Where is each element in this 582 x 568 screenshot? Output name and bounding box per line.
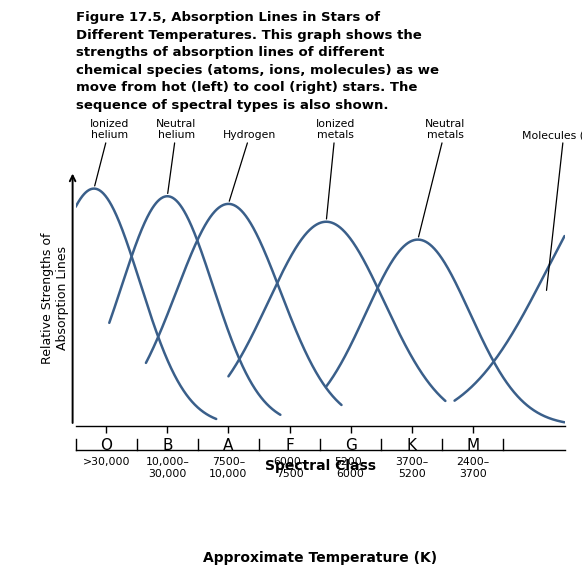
Y-axis label: Relative Strengths of
Absorption Lines: Relative Strengths of Absorption Lines <box>41 232 69 364</box>
Text: 5200–
6000: 5200– 6000 <box>334 457 367 479</box>
Text: >30,000: >30,000 <box>83 457 130 467</box>
Text: 3700–
5200: 3700– 5200 <box>395 457 428 479</box>
Text: Neutral
helium: Neutral helium <box>157 119 197 194</box>
Text: Ionized
metals: Ionized metals <box>315 119 355 219</box>
Text: Hydrogen: Hydrogen <box>223 130 276 201</box>
Text: 6000–
7500: 6000– 7500 <box>273 457 306 479</box>
Text: Molecules (TiO): Molecules (TiO) <box>522 130 582 290</box>
Text: Figure 17.5, Absorption Lines in Stars of
Different Temperatures. This graph sho: Figure 17.5, Absorption Lines in Stars o… <box>76 11 439 112</box>
Text: Neutral
metals: Neutral metals <box>418 119 466 237</box>
Text: Approximate Temperature (K): Approximate Temperature (K) <box>203 552 437 565</box>
Text: 10,000–
30,000: 10,000– 30,000 <box>146 457 189 479</box>
Text: 7500–
10,000: 7500– 10,000 <box>210 457 247 479</box>
Text: 2400–
3700: 2400– 3700 <box>456 457 489 479</box>
X-axis label: Spectral Class: Spectral Class <box>265 460 375 474</box>
Text: Ionized
helium: Ionized helium <box>90 119 129 186</box>
